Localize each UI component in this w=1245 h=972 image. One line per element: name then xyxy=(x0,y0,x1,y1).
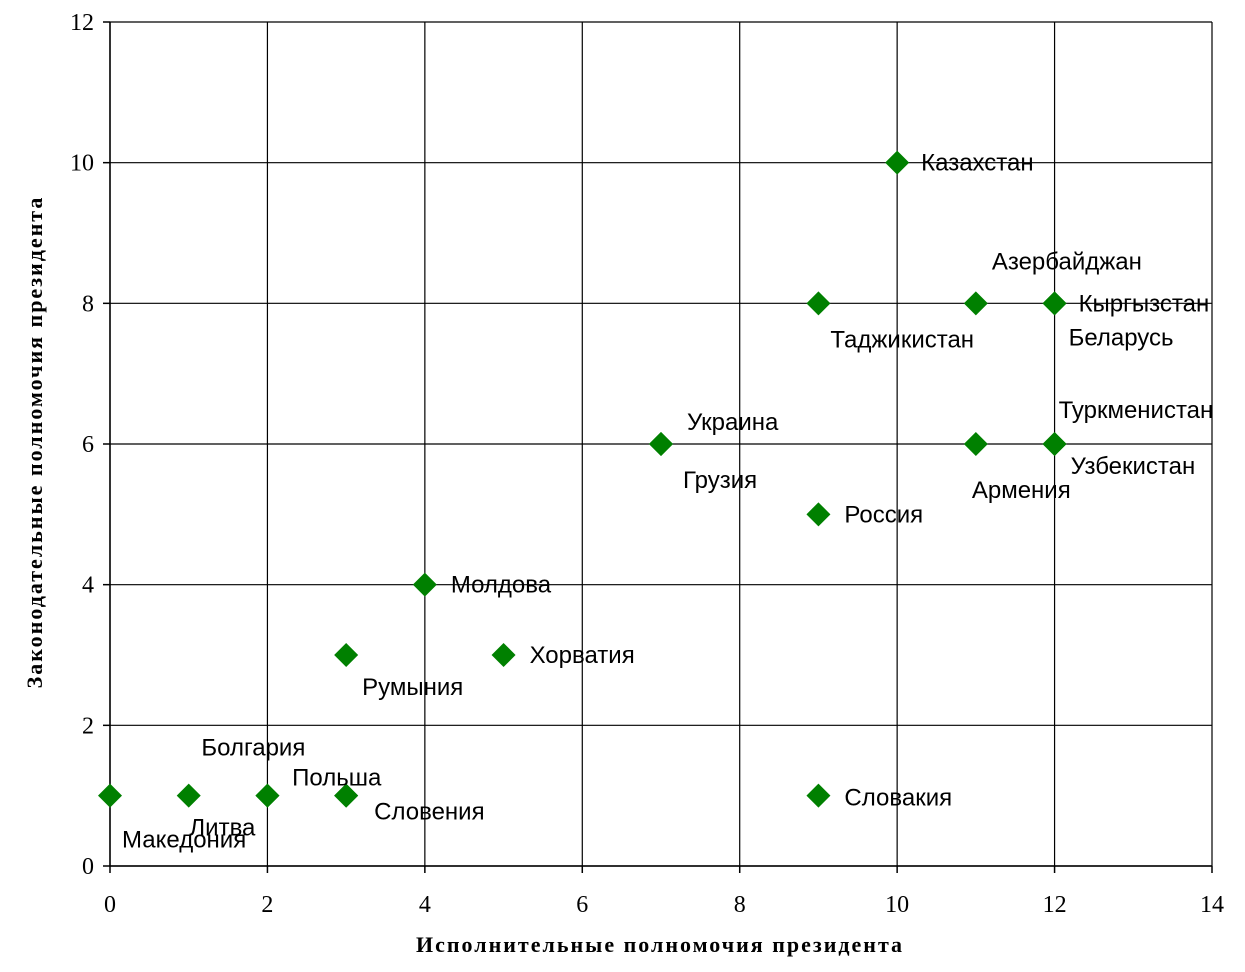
y-tick-label: 10 xyxy=(70,151,94,177)
data-point-label: Армения xyxy=(972,477,1071,504)
axes xyxy=(103,21,1213,873)
y-tick-label: 8 xyxy=(82,291,94,317)
data-point-label: Болгария xyxy=(201,735,305,762)
data-point-label: Грузия xyxy=(683,467,757,494)
data-point-marker xyxy=(491,643,516,667)
data-point-label: Словения xyxy=(374,799,484,826)
data-point-label: Румыния xyxy=(362,674,463,701)
y-tick-label: 0 xyxy=(82,854,94,880)
data-point-label: Узбекистан xyxy=(1071,453,1196,480)
data-point-marker xyxy=(649,432,673,456)
data-point-marker xyxy=(255,783,280,808)
data-point-label: Украина xyxy=(687,409,779,436)
data-point-marker xyxy=(176,783,201,808)
data-point-label: Хорватия xyxy=(530,642,635,669)
data-point-marker xyxy=(806,783,831,808)
point-labels: Казахстан Азербайджан Таджикистан Кыргызста… xyxy=(122,150,1213,854)
x-axis-title: Исполнительные полномочия президента xyxy=(416,932,904,957)
data-point-marker xyxy=(98,783,122,808)
x-tick-label: 2 xyxy=(261,892,273,918)
data-point-marker xyxy=(334,783,359,808)
y-tick-label: 6 xyxy=(82,432,94,458)
y-axis-title: Законодательные полномочия президента xyxy=(22,196,47,689)
x-tick-label: 8 xyxy=(734,892,746,918)
data-point-marker xyxy=(412,572,437,597)
data-point-label: Польша xyxy=(292,765,382,792)
data-point-marker xyxy=(806,291,831,316)
data-point-marker xyxy=(1042,291,1067,316)
data-point-label: Казахстан xyxy=(921,150,1033,177)
x-tick-label: 14 xyxy=(1200,892,1224,918)
data-point-label: Беларусь xyxy=(1069,324,1174,351)
data-point-label: Азербайджан xyxy=(992,248,1142,275)
data-point-marker xyxy=(963,291,988,316)
x-tick-label: 0 xyxy=(104,892,116,918)
x-tick-label: 6 xyxy=(576,892,588,918)
data-point-marker xyxy=(334,643,359,667)
data-point-marker xyxy=(885,150,910,175)
data-point-label: Македония xyxy=(122,827,246,854)
tick-labels: 0 2 4 6 8 10 12 14 0 2 4 6 8 10 12 xyxy=(70,10,1224,918)
x-tick-label: 12 xyxy=(1043,892,1067,918)
x-tick-label: 10 xyxy=(885,892,909,918)
data-point-marker xyxy=(1042,432,1067,456)
data-point-label: Туркменистан xyxy=(1059,397,1214,424)
data-point-label: Россия xyxy=(844,501,923,528)
y-tick-label: 2 xyxy=(82,713,94,739)
data-point-marker xyxy=(806,502,831,527)
y-tick-label: 4 xyxy=(82,573,94,599)
data-point-label: Литва xyxy=(189,815,256,842)
data-point-marker xyxy=(963,432,988,456)
data-point-label: Таджикистан xyxy=(830,326,974,353)
y-tick-label: 12 xyxy=(70,10,94,36)
data-point-label: Молдова xyxy=(451,572,552,599)
data-point-label: Словакия xyxy=(844,785,952,812)
x-tick-label: 4 xyxy=(419,892,431,918)
data-point-label: Кыргызстан xyxy=(1079,290,1210,317)
data-points xyxy=(98,150,1067,808)
